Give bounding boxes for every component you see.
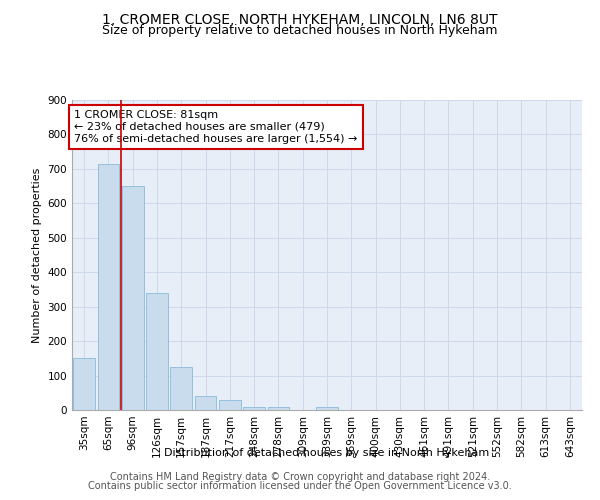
- Bar: [97, 164, 119, 410]
- Text: 1, CROMER CLOSE, NORTH HYKEHAM, LINCOLN, LN6 8UT: 1, CROMER CLOSE, NORTH HYKEHAM, LINCOLN,…: [102, 12, 498, 26]
- Bar: [194, 396, 217, 410]
- Bar: [170, 367, 192, 410]
- Text: Contains HM Land Registry data © Crown copyright and database right 2024.: Contains HM Land Registry data © Crown c…: [110, 472, 490, 482]
- Bar: [146, 293, 168, 410]
- Text: Contains public sector information licensed under the Open Government Licence v3: Contains public sector information licen…: [88, 481, 512, 491]
- Y-axis label: Number of detached properties: Number of detached properties: [32, 168, 42, 342]
- Bar: [219, 400, 241, 410]
- Text: Distribution of detached houses by size in North Hykeham: Distribution of detached houses by size …: [164, 448, 490, 458]
- Bar: [316, 406, 338, 410]
- Text: Size of property relative to detached houses in North Hykeham: Size of property relative to detached ho…: [102, 24, 498, 37]
- Bar: [243, 406, 265, 410]
- Bar: [73, 358, 95, 410]
- Bar: [122, 186, 143, 410]
- Text: 1 CROMER CLOSE: 81sqm
← 23% of detached houses are smaller (479)
76% of semi-det: 1 CROMER CLOSE: 81sqm ← 23% of detached …: [74, 110, 358, 144]
- Bar: [268, 407, 289, 410]
